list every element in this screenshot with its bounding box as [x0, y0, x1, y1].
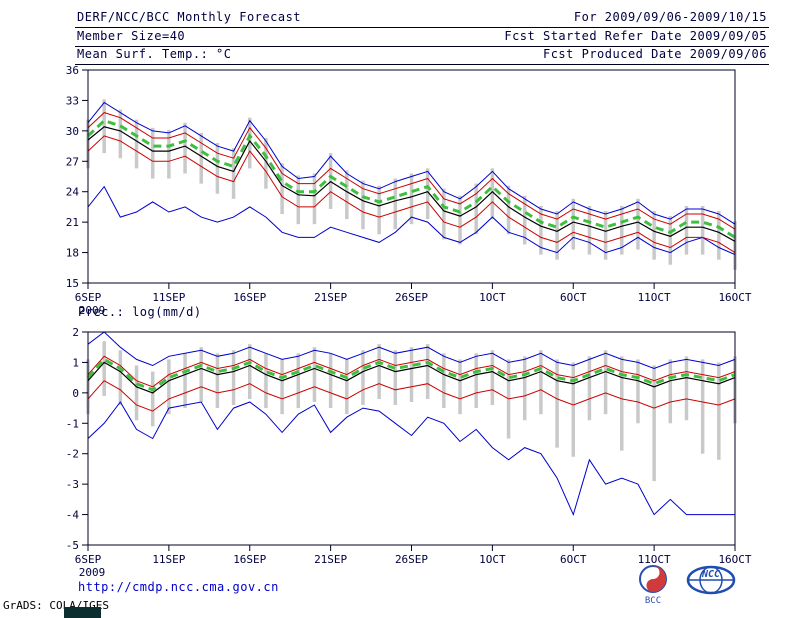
- x-tick-label: 26SEP: [395, 291, 428, 304]
- y-tick-label: 18: [66, 247, 79, 260]
- member-size-label: Member Size=40: [77, 29, 186, 43]
- y-tick-label: 24: [66, 186, 80, 199]
- bcc-logo: BCC: [639, 565, 667, 605]
- fcst-produced-date: Fcst Produced Date 2009/09/06: [542, 47, 767, 61]
- x-tick-label: 16SEP: [233, 553, 266, 566]
- y-tick-label: 21: [66, 216, 79, 229]
- series-ensemble-median: [87, 361, 736, 394]
- y-tick-label: -3: [66, 478, 79, 491]
- series-ensemble-min: [87, 185, 736, 256]
- x-tick-label: 11SEP: [152, 553, 185, 566]
- y-axis: 15 18 21 24 27 30 33 36: [66, 64, 88, 290]
- y-tick-label: -2: [66, 448, 79, 461]
- x-tick-label: 21SEP: [314, 291, 347, 304]
- y-tick-label: 30: [66, 125, 79, 138]
- series-upper-quartile: [87, 355, 736, 388]
- prec-panel-title: Prec.: log(mm/d): [78, 305, 202, 319]
- x-tick-label: 6SEP: [75, 291, 102, 304]
- series-ensemble-mean: [86, 119, 736, 239]
- y-tick-label: 15: [66, 277, 79, 290]
- series-ensemble-median: [87, 126, 736, 242]
- y-tick-label: 1: [72, 356, 79, 369]
- bcc-logo-label: BCC: [645, 596, 661, 605]
- y-tick-label: 36: [66, 64, 79, 77]
- y-tick-label: 33: [66, 94, 79, 107]
- y-axis: -5 -4 -3 -2 -1 0 1 2: [66, 326, 88, 552]
- y-tick-label: -1: [66, 417, 79, 430]
- series-lower-quartile: [87, 135, 736, 254]
- series-ensemble-min: [87, 401, 735, 517]
- x-tick-sublabel: 2009: [79, 304, 106, 317]
- y-tick-label: 27: [66, 155, 79, 168]
- x-tick-label: 16OCT: [718, 291, 751, 304]
- y-tick-label: 2: [72, 326, 79, 339]
- forecast-title: DERF/NCC/BCC Monthly Forecast: [77, 10, 302, 24]
- ncc-logo: NCC: [686, 565, 736, 595]
- header-row-1: DERF/NCC/BCC Monthly Forecast For 2009/0…: [75, 10, 769, 28]
- x-tick-label: 16OCT: [718, 553, 751, 566]
- series-ensemble-max: [87, 331, 736, 370]
- x-tick-label: 26SEP: [395, 553, 428, 566]
- header-row-2: Member Size=40 Fcst Started Refer Date 2…: [75, 29, 769, 47]
- fcst-refer-date: Fcst Started Refer Date 2009/09/05: [504, 29, 767, 43]
- series-upper-quartile: [87, 112, 736, 230]
- x-tick-label: 21SEP: [314, 553, 347, 566]
- x-tick-label: 11OCT: [638, 291, 671, 304]
- series-ensemble-mean: [86, 357, 736, 392]
- temp-panel-title: Mean Surf. Temp.: °C: [77, 47, 232, 61]
- series-lower-quartile: [87, 380, 736, 412]
- bottom-left-box: [64, 607, 101, 618]
- header-row-3: Mean Surf. Temp.: °C Fcst Produced Date …: [75, 47, 769, 65]
- cmdp-url-link[interactable]: http://cmdp.ncc.cma.gov.cn: [78, 580, 279, 594]
- y-tick-label: 0: [72, 387, 79, 400]
- x-tick-label: 16SEP: [233, 291, 266, 304]
- x-tick-label: 1OCT: [479, 291, 506, 304]
- ensemble-spread-bars: [86, 99, 737, 270]
- x-tick-label: 6OCT: [560, 553, 587, 566]
- x-tick-label: 11SEP: [152, 291, 185, 304]
- x-tick-sublabel: 2009: [79, 566, 106, 579]
- series-ensemble-max: [87, 101, 736, 225]
- ncc-logo-label: NCC: [701, 569, 720, 580]
- x-tick-label: 6OCT: [560, 291, 587, 304]
- forecast-period: For 2009/09/06-2009/10/15: [573, 10, 767, 24]
- x-tick-label: 1OCT: [479, 553, 506, 566]
- x-tick-label: 11OCT: [638, 553, 671, 566]
- y-tick-label: -4: [66, 509, 80, 522]
- y-tick-label: -5: [66, 539, 79, 552]
- x-tick-label: 6SEP: [75, 553, 102, 566]
